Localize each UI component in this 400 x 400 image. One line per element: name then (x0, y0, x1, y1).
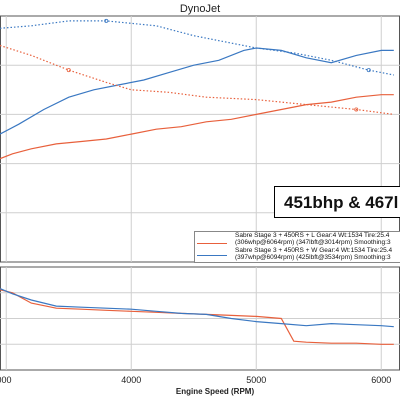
series-line-top-2 (0, 47, 394, 135)
series-line-top-1 (0, 94, 394, 160)
legend-swatch-1 (197, 243, 227, 244)
x-tick-label: 5000 (246, 375, 266, 385)
top-panel-frame (0, 15, 400, 263)
legend: Sabre Stage 3 + 450RS + L Gear:4 Wt:1534… (194, 231, 400, 263)
series-line-top-3 (0, 44, 394, 115)
chart-title: DynoJet (179, 3, 221, 15)
x-tick-label: 6000 (371, 375, 391, 385)
series-marker (354, 107, 359, 112)
legend-swatch-2 (197, 255, 227, 256)
series-line-bottom-5 (0, 289, 394, 345)
x-tick-label: 000 (0, 375, 12, 385)
series-line-top-4 (0, 20, 394, 76)
series-line-bottom-6 (0, 288, 394, 328)
x-tick-label: 4000 (121, 375, 141, 385)
series-marker (366, 68, 371, 73)
power-overlay-label: 451bhp & 467l (274, 186, 400, 218)
series-marker (66, 68, 71, 73)
series-marker (104, 18, 109, 23)
x-axis-title: Engine Speed (RPM) (176, 387, 255, 396)
